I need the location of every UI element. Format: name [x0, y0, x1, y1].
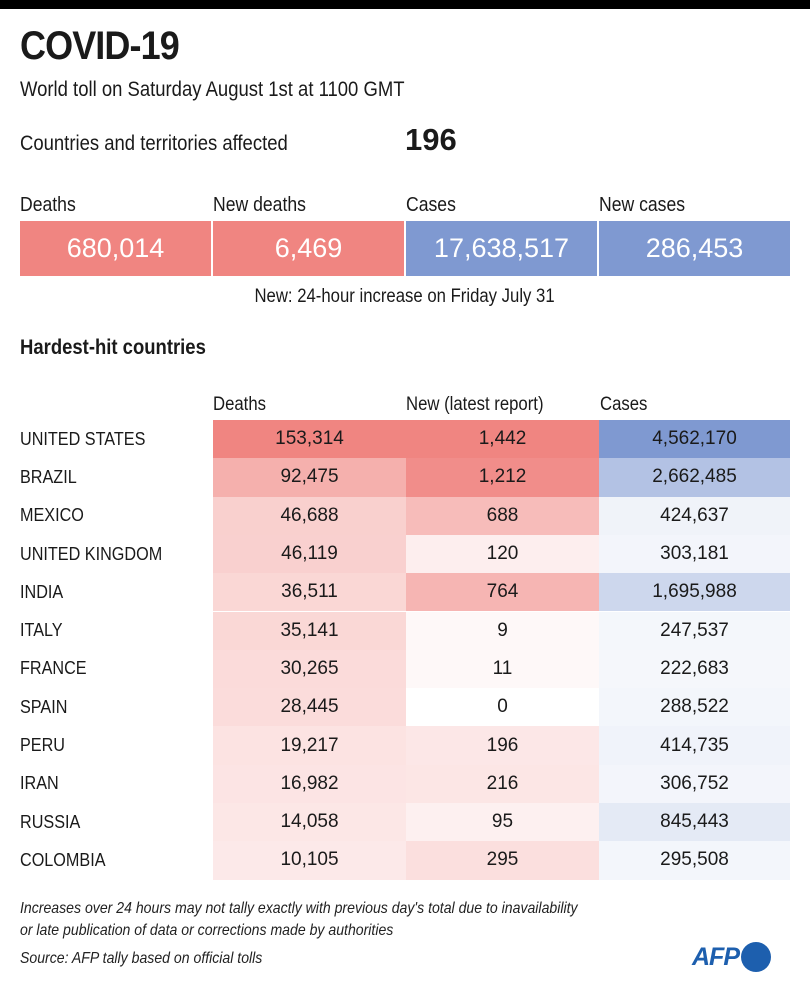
- subtitle: World toll on Saturday August 1st at 110…: [20, 78, 405, 101]
- table-row: SPAIN 28,445 0 288,522: [0, 688, 810, 727]
- table-row: FRANCE 30,265 11 222,683: [0, 649, 810, 689]
- summary-box-cases: 17,638,517: [406, 221, 597, 276]
- deaths-cell: 14,058: [213, 803, 406, 842]
- cases-cell: 295,508: [599, 841, 790, 880]
- deaths-cell: 35,141: [213, 611, 406, 650]
- country-name: FRANCE: [20, 658, 87, 679]
- new-deaths-cell: 295: [406, 841, 599, 880]
- new-deaths-cell: 9: [406, 611, 599, 650]
- new-deaths-cell: 216: [406, 764, 599, 803]
- deaths-cell: 16,982: [213, 764, 406, 803]
- new-deaths-cell: 764: [406, 573, 599, 612]
- column-header-new: New (latest report): [406, 394, 544, 415]
- country-name: SPAIN: [20, 696, 68, 717]
- afp-logo-dot-icon: [741, 942, 771, 972]
- footnote-line-1: Increases over 24 hours may not tally ex…: [20, 900, 578, 917]
- deaths-cell: 10,105: [213, 841, 406, 880]
- summary-note-text: New: 24-hour increase on Friday July 31: [254, 286, 556, 307]
- table-row: ITALY 35,141 9 247,537: [0, 611, 810, 650]
- new-deaths-cell: 95: [406, 803, 599, 842]
- footnote-line-2: or late publication of data or correctio…: [20, 922, 394, 939]
- deaths-cell: 46,119: [213, 534, 406, 574]
- table-row: UNITED KINGDOM 46,119 120 303,181: [0, 534, 810, 574]
- summary-box-deaths: 680,014: [20, 221, 211, 276]
- affected-label: Countries and territories affected: [20, 132, 288, 155]
- table-row: IRAN 16,982 216 306,752: [0, 764, 810, 803]
- country-name: BRAZIL: [20, 466, 77, 487]
- cases-cell: 845,443: [599, 803, 790, 842]
- new-deaths-cell: 196: [406, 726, 599, 765]
- deaths-cell: 28,445: [213, 688, 406, 727]
- cases-cell: 247,537: [599, 611, 790, 650]
- cases-cell: 2,662,485: [599, 458, 790, 497]
- summary-label-deaths: Deaths: [20, 194, 76, 216]
- cases-cell: 303,181: [599, 534, 790, 574]
- new-deaths-cell: 1,442: [406, 420, 599, 459]
- country-name: INDIA: [20, 581, 64, 602]
- new-deaths-cell: 11: [406, 649, 599, 689]
- affected-value: 196: [405, 122, 457, 157]
- table-row: BRAZIL 92,475 1,212 2,662,485: [0, 458, 810, 497]
- table-row: PERU 19,217 196 414,735: [0, 726, 810, 765]
- summary-box-new-deaths: 6,469: [213, 221, 404, 276]
- country-name: RUSSIA: [20, 811, 81, 832]
- summary-box-new-cases: 286,453: [599, 221, 790, 276]
- country-name: IRAN: [20, 773, 59, 794]
- cases-cell: 424,637: [599, 496, 790, 535]
- table-row: RUSSIA 14,058 95 845,443: [0, 803, 810, 842]
- cases-cell: 288,522: [599, 688, 790, 727]
- summary-note: New: 24-hour increase on Friday July 31: [0, 286, 810, 308]
- country-name: UNITED STATES: [20, 428, 146, 449]
- deaths-cell: 92,475: [213, 458, 406, 497]
- column-header-deaths: Deaths: [213, 394, 266, 415]
- new-deaths-cell: 1,212: [406, 458, 599, 497]
- section-title: Hardest-hit countries: [20, 336, 206, 359]
- page-title: COVID-19: [20, 24, 180, 68]
- source-note: Source: AFP tally based on official toll…: [20, 950, 263, 967]
- new-deaths-cell: 120: [406, 534, 599, 574]
- new-deaths-cell: 0: [406, 688, 599, 727]
- deaths-cell: 36,511: [213, 573, 406, 612]
- table-row: COLOMBIA 10,105 295 295,508: [0, 841, 810, 880]
- summary-label-cases: Cases: [406, 194, 456, 216]
- table-row: MEXICO 46,688 688 424,637: [0, 496, 810, 535]
- country-name: PERU: [20, 735, 66, 756]
- country-name: MEXICO: [20, 505, 84, 526]
- cases-cell: 306,752: [599, 764, 790, 803]
- country-name: ITALY: [20, 620, 63, 641]
- summary-boxes: 680,014 6,469 17,638,517 286,453: [20, 221, 790, 276]
- deaths-cell: 153,314: [213, 420, 406, 459]
- deaths-cell: 30,265: [213, 649, 406, 689]
- cases-cell: 414,735: [599, 726, 790, 765]
- cases-cell: 1,695,988: [599, 573, 790, 612]
- cases-cell: 222,683: [599, 649, 790, 689]
- summary-label-new-deaths: New deaths: [213, 194, 306, 216]
- table-row: UNITED STATES 153,314 1,442 4,562,170: [0, 420, 810, 459]
- table-row: INDIA 36,511 764 1,695,988: [0, 573, 810, 612]
- country-name: COLOMBIA: [20, 849, 106, 870]
- table-header: Deaths New (latest report) Cases: [0, 394, 810, 418]
- column-header-cases: Cases: [600, 394, 648, 415]
- afp-logo: AFP: [692, 942, 771, 972]
- cases-cell: 4,562,170: [599, 420, 790, 459]
- summary-label-new-cases: New cases: [599, 194, 686, 216]
- deaths-cell: 46,688: [213, 496, 406, 535]
- summary-labels: Deaths New deaths Cases New cases: [20, 194, 790, 220]
- deaths-cell: 19,217: [213, 726, 406, 765]
- country-name: UNITED KINGDOM: [20, 543, 163, 564]
- afp-logo-text: AFP: [692, 942, 740, 971]
- new-deaths-cell: 688: [406, 496, 599, 535]
- top-bar: [0, 0, 810, 9]
